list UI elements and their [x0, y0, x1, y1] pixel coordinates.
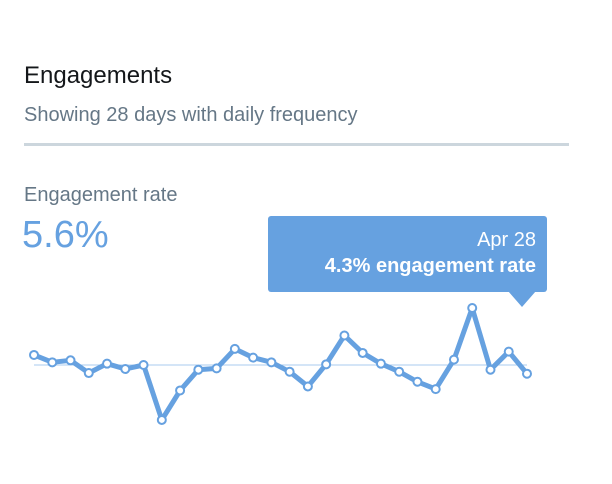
data-point[interactable]: [375, 358, 386, 369]
series-line: [31, 305, 530, 423]
engagement-rate-label: Engagement rate: [24, 184, 178, 206]
chart-tooltip: Apr 28 4.3% engagement rate: [268, 216, 547, 292]
tooltip-pointer: [508, 291, 536, 307]
data-point[interactable]: [448, 354, 459, 365]
data-point[interactable]: [211, 363, 222, 374]
data-point[interactable]: [65, 355, 76, 366]
tooltip-date: Apr 28: [477, 229, 536, 251]
tooltip-value: 4.3% engagement rate: [324, 255, 536, 277]
data-point[interactable]: [229, 343, 240, 354]
data-point[interactable]: [284, 366, 295, 377]
data-points: [29, 303, 532, 425]
data-point[interactable]: [412, 376, 423, 387]
data-point[interactable]: [156, 414, 167, 425]
data-point[interactable]: [138, 360, 149, 370]
page-title: Engagements: [24, 62, 173, 89]
data-point[interactable]: [47, 357, 58, 368]
engagement-rate-value: 5.6%: [22, 214, 109, 256]
data-point[interactable]: [83, 368, 94, 379]
data-point[interactable]: [302, 381, 313, 392]
data-point[interactable]: [485, 364, 496, 375]
data-point[interactable]: [102, 358, 113, 369]
data-point[interactable]: [193, 364, 204, 375]
divider: [24, 143, 569, 146]
data-point[interactable]: [266, 357, 277, 368]
data-point[interactable]: [339, 330, 350, 341]
page-subtitle: Showing 28 days with daily frequency: [24, 104, 358, 126]
data-point[interactable]: [248, 352, 259, 363]
data-point[interactable]: [503, 346, 514, 357]
data-point[interactable]: [321, 359, 332, 370]
data-point[interactable]: [175, 385, 186, 396]
data-point[interactable]: [394, 366, 405, 377]
data-point[interactable]: [29, 349, 39, 360]
data-point[interactable]: [430, 384, 441, 395]
data-point[interactable]: [357, 347, 368, 358]
data-point[interactable]: [467, 303, 478, 314]
data-point-highlighted[interactable]: [522, 368, 532, 379]
data-point[interactable]: [120, 364, 131, 375]
